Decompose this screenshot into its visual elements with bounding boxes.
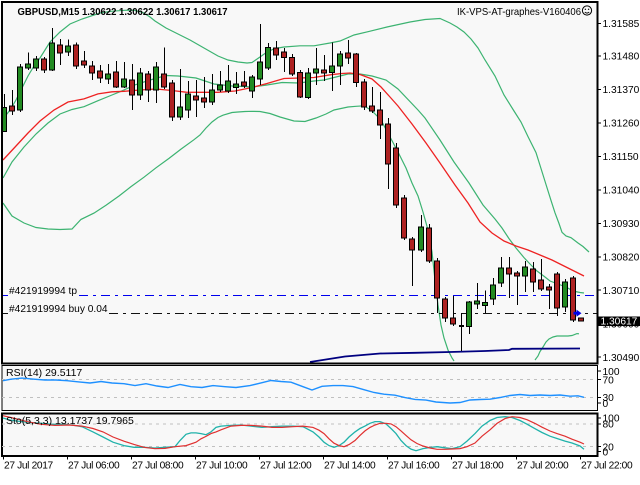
svg-text:1.30820: 1.30820 [603, 253, 640, 264]
svg-text:27 Jul 22:00: 27 Jul 22:00 [581, 461, 633, 472]
svg-text:1.31370: 1.31370 [603, 85, 640, 96]
svg-text:100: 100 [603, 414, 620, 425]
svg-text:1.30930: 1.30930 [603, 219, 640, 230]
svg-text:1.31260: 1.31260 [603, 119, 640, 130]
svg-text:0: 0 [603, 399, 609, 410]
svg-text:1.31585: 1.31585 [603, 19, 640, 30]
svg-text:20: 20 [603, 443, 615, 454]
svg-text:1.31150: 1.31150 [603, 152, 639, 163]
svg-text:#421919994 buy 0.04: #421919994 buy 0.04 [9, 304, 108, 315]
svg-text:100: 100 [603, 367, 620, 378]
svg-text:1.31040: 1.31040 [603, 186, 640, 197]
svg-text:27 Jul 2017: 27 Jul 2017 [4, 461, 54, 472]
svg-text:27 Jul 10:00: 27 Jul 10:00 [196, 461, 248, 472]
svg-text:30: 30 [603, 393, 615, 404]
svg-text:#421919994 tp: #421919994 tp [9, 286, 77, 297]
svg-text:Sto(5,3,3) 13.1737 19.7965: Sto(5,3,3) 13.1737 19.7965 [6, 415, 134, 427]
svg-text:1.30710: 1.30710 [603, 286, 640, 297]
svg-text:27 Jul 18:00: 27 Jul 18:00 [452, 461, 504, 472]
svg-text:1.30617: 1.30617 [601, 316, 638, 327]
svg-text:27 Jul 14:00: 27 Jul 14:00 [324, 461, 376, 472]
svg-text:70: 70 [603, 375, 615, 386]
svg-text:27 Jul 08:00: 27 Jul 08:00 [132, 461, 184, 472]
svg-text:27 Jul 16:00: 27 Jul 16:00 [388, 461, 440, 472]
svg-text:1.30490: 1.30490 [603, 353, 640, 364]
svg-text:1.31480: 1.31480 [603, 52, 640, 63]
svg-text:27 Jul 12:00: 27 Jul 12:00 [260, 461, 312, 472]
svg-text:GBPUSD,M15 1.30622 1.30622 1.: GBPUSD,M15 1.30622 1.30622 1.30617 1.306… [18, 6, 228, 18]
svg-text:IK-VPS-AT-graphes-V160406: IK-VPS-AT-graphes-V160406 [457, 6, 581, 18]
svg-text:27 Jul 20:00: 27 Jul 20:00 [517, 461, 569, 472]
svg-text:0: 0 [603, 447, 609, 458]
svg-text:RSI(14) 29.5117: RSI(14) 29.5117 [6, 367, 82, 379]
svg-text:27 Jul 06:00: 27 Jul 06:00 [68, 461, 120, 472]
svg-text:80: 80 [603, 420, 615, 431]
